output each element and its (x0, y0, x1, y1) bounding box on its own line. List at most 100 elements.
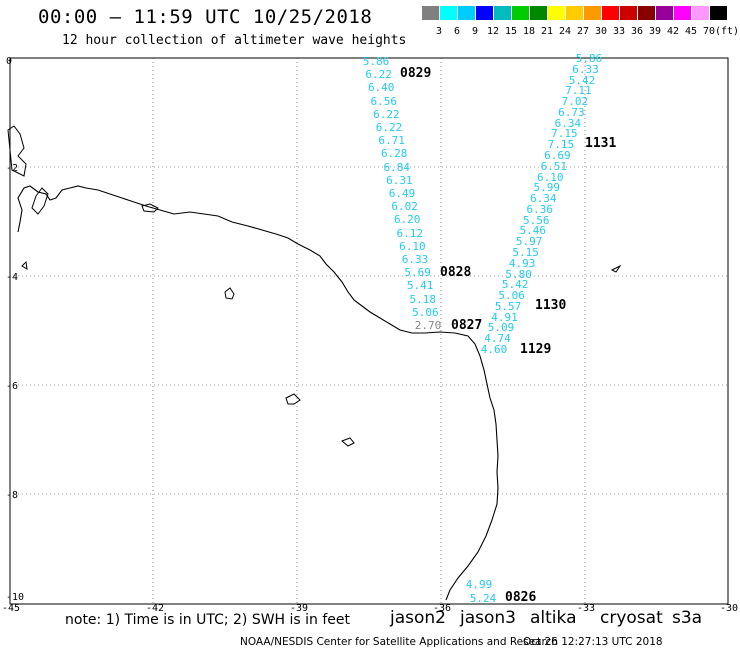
pass-time-label: 1131 (585, 136, 617, 151)
swh-value: 5.15 (512, 246, 539, 259)
island (7, 125, 27, 177)
pass-time-label: 1129 (520, 342, 552, 357)
swh-value: 5.57 (494, 299, 522, 313)
swh-value: 6.71 (378, 134, 405, 148)
satellite-label-altika: altika (530, 608, 577, 628)
longitude-tick: -33 (577, 603, 596, 614)
coastline (17, 185, 499, 601)
pass-time-label: 0828 (440, 265, 472, 280)
grid-lines (10, 58, 728, 604)
swh-value: 5.80 (505, 267, 532, 281)
swh-value: 6.12 (396, 226, 424, 240)
legend-level-label: 39 (648, 26, 662, 37)
swh-value: 6.22 (373, 107, 400, 121)
legend-swatch (674, 6, 691, 20)
legend-level-label: 9 (471, 26, 479, 37)
swh-value: 5.41 (406, 279, 434, 293)
legend-level-label: 6 (453, 26, 461, 37)
swh-value: 6.73 (558, 105, 585, 119)
latitude-tick: -8 (6, 490, 19, 501)
legend-swatch (422, 6, 439, 20)
satellite-label-cryosat: cryosat (600, 608, 663, 628)
island (31, 187, 49, 215)
legend-swatch (440, 6, 457, 20)
legend-swatch (548, 6, 565, 20)
longitude-tick: -42 (146, 603, 165, 614)
map-title: 00:00 – 11:59 UTC 10/25/2018 (38, 6, 373, 28)
swh-value: 5.06 (498, 289, 525, 303)
latitude-tick: -4 (6, 272, 19, 283)
footer-note: note: 1) Time is in UTC; 2) SWH is in fe… (65, 612, 351, 628)
latitude-tick: -2 (6, 163, 19, 174)
satellite-label-s3a: s3a (672, 608, 703, 628)
legend-swatch (620, 6, 637, 20)
legend-level-label: 36 (630, 26, 644, 37)
swh-value: 5.46 (519, 224, 546, 238)
legend-level-label: 27 (576, 26, 590, 37)
swh-value: 5.86 (575, 52, 603, 65)
legend-swatch (602, 6, 619, 20)
island (285, 393, 301, 405)
swh-value: 5.42 (568, 73, 596, 87)
swh-value: 6.36 (526, 202, 553, 216)
swh-value: 5.69 (404, 266, 431, 280)
legend-level-label: 3 (435, 26, 443, 37)
swh-value: 6.22 (365, 68, 392, 82)
legend-swatch (692, 6, 709, 20)
island (224, 287, 235, 300)
longitude-tick: -39 (290, 603, 309, 614)
pass-time-label: 0826 (505, 590, 537, 605)
legend-level-label: 15 (504, 26, 518, 37)
legend-level-label: (ft) (714, 26, 740, 37)
map-frame (9, 57, 729, 605)
satellite-label-jason3: jason3 (460, 608, 516, 628)
swh-value: 6.49 (388, 187, 416, 200)
swh-value: 5.42 (501, 278, 529, 292)
swh-value: 5.06 (412, 305, 439, 319)
legend-level-label: 33 (612, 26, 626, 37)
swh-value: 6.31 (386, 173, 413, 187)
swh-value: 7.11 (565, 84, 592, 98)
legend-swatch (458, 6, 475, 20)
latitude-tick: 0 (6, 56, 13, 67)
swh-value: 6.10 (399, 239, 426, 253)
pass-time-label: 0827 (451, 318, 483, 333)
swh-value: 6.40 (367, 81, 395, 95)
swh-value: 4.91 (491, 310, 518, 324)
swh-value: 4.74 (484, 332, 511, 346)
legend-swatch (638, 6, 655, 20)
legend-level-label: 21 (540, 26, 554, 37)
swh-value: 6.69 (544, 149, 571, 162)
legend-level-label: 45 (684, 26, 698, 37)
swh-value: 4.99 (465, 578, 493, 591)
island (341, 437, 355, 447)
swh-value: 7.15 (551, 127, 578, 141)
swh-value: 6.02 (391, 200, 418, 214)
satellite-label-jason2: jason2 (390, 608, 446, 628)
legend-level-label: 24 (558, 26, 572, 37)
legend-swatch (566, 6, 583, 20)
legend-level-label: 18 (522, 26, 536, 37)
legend-swatch (476, 6, 493, 20)
longitude-tick: -36 (433, 603, 452, 614)
legend-level-label: 30 (594, 26, 608, 37)
longitude-tick: -45 (2, 603, 21, 614)
swh-value: 6.28 (380, 147, 408, 161)
swh-value: 5.97 (515, 235, 543, 249)
swh-value: 6.34 (530, 192, 557, 206)
latitude-tick: -10 (6, 592, 25, 603)
legend-level-label: 42 (666, 26, 680, 37)
legend-swatch (494, 6, 511, 20)
legend-swatch (512, 6, 529, 20)
legend-swatch (584, 6, 601, 20)
swh-value: 5.18 (409, 292, 437, 306)
legend-level-label: 12 (486, 26, 500, 37)
map-subtitle: 12 hour collection of altimeter wave hei… (62, 33, 407, 48)
swh-value: 5.99 (533, 181, 561, 195)
swh-value: 6.56 (370, 94, 398, 108)
swh-value: 7.15 (547, 138, 575, 152)
swh-value: 6.34 (554, 116, 582, 130)
swh-value: 6.22 (375, 121, 403, 134)
swh-value: 5.09 (487, 321, 515, 335)
